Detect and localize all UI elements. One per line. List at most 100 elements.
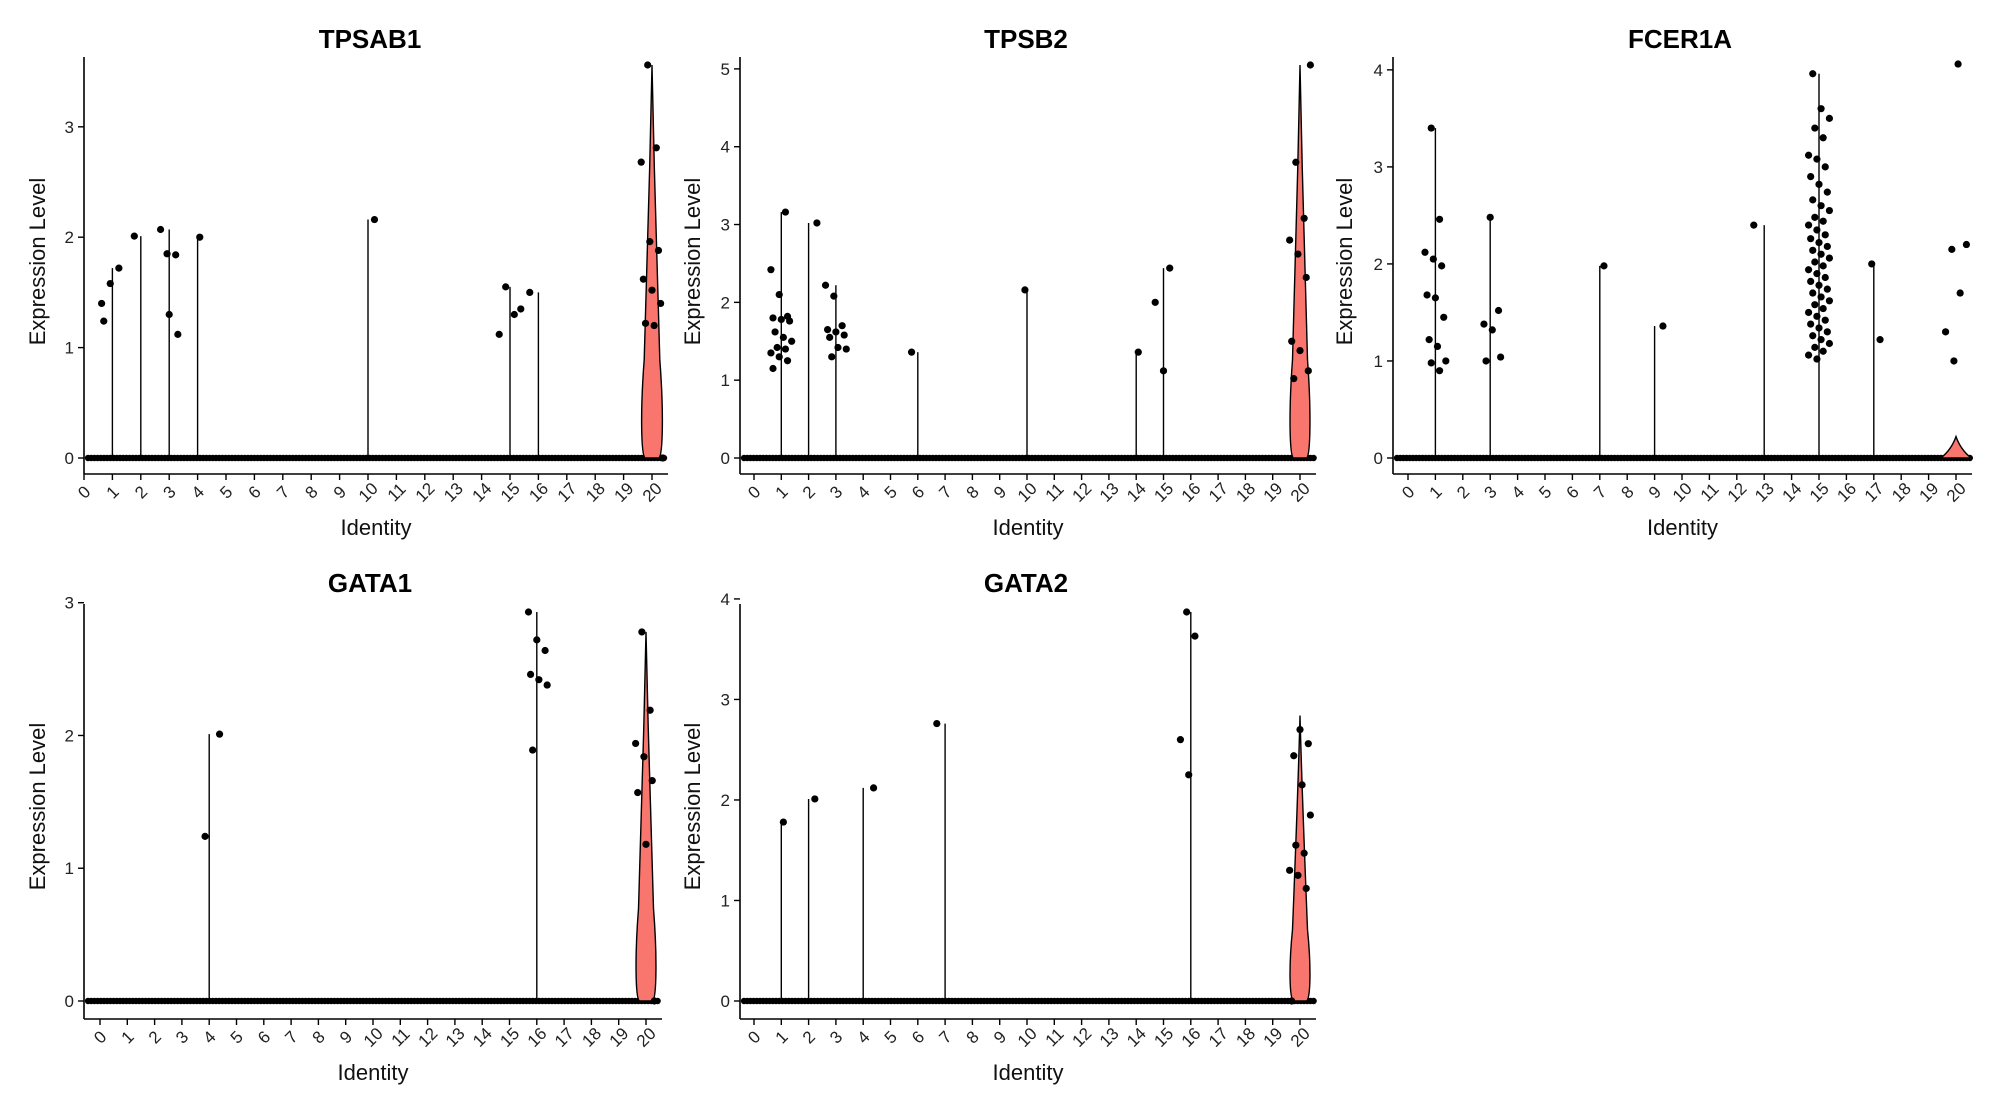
x-tick-label: 6 bbox=[908, 1027, 928, 1047]
y-tick-label: 3 bbox=[65, 594, 74, 613]
data-point bbox=[1825, 206, 1834, 215]
x-tick-label: 18 bbox=[1888, 479, 1915, 506]
data-point bbox=[1804, 151, 1813, 159]
x-tick-label: 16 bbox=[1178, 1024, 1205, 1051]
violin-group-10 bbox=[367, 215, 379, 458]
data-point bbox=[773, 343, 781, 352]
x-tick-label: 17 bbox=[1205, 1024, 1232, 1051]
data-point bbox=[1809, 246, 1817, 254]
x-tick-label: 2 bbox=[145, 1027, 165, 1047]
data-point bbox=[769, 314, 777, 322]
data-point bbox=[638, 628, 646, 636]
data-point bbox=[1302, 273, 1310, 282]
x-tick-label: 13 bbox=[440, 479, 467, 506]
data-point bbox=[1292, 841, 1300, 849]
violin-group-7 bbox=[1599, 262, 1608, 458]
x-tick-label: 1 bbox=[772, 1027, 792, 1047]
violin-group-20 bbox=[1286, 715, 1314, 1005]
data-point bbox=[201, 832, 209, 840]
data-point bbox=[639, 275, 647, 283]
x-tick-label: 0 bbox=[744, 1027, 764, 1047]
x-tick-label: 8 bbox=[1617, 482, 1637, 502]
data-point bbox=[650, 321, 658, 330]
violin-group-4 bbox=[201, 730, 224, 1001]
data-point bbox=[502, 283, 510, 291]
data-point bbox=[1021, 286, 1029, 294]
data-point bbox=[1809, 70, 1817, 78]
y-tick-label: 4 bbox=[721, 590, 730, 609]
y-tick-label: 2 bbox=[65, 726, 74, 745]
chart-title: GATA2 bbox=[984, 568, 1068, 598]
y-tick-label: 0 bbox=[721, 449, 730, 468]
x-tick-label: 12 bbox=[1724, 479, 1751, 506]
data-point bbox=[1819, 304, 1827, 313]
data-point bbox=[1804, 308, 1813, 317]
violin-group-7 bbox=[933, 719, 946, 1001]
x-tick-label: 1 bbox=[118, 1027, 138, 1047]
x-tick-label: 12 bbox=[415, 1024, 442, 1051]
y-axis-label: Expression Level bbox=[1332, 178, 1357, 346]
data-point bbox=[1876, 336, 1884, 344]
data-point bbox=[1956, 289, 1964, 297]
data-point bbox=[517, 305, 525, 313]
data-point bbox=[1804, 351, 1813, 359]
data-point bbox=[775, 290, 783, 299]
data-point bbox=[1817, 202, 1825, 210]
violin-group-1 bbox=[767, 208, 796, 458]
x-tick-label: 12 bbox=[1069, 479, 1096, 506]
x-tick-label: 8 bbox=[963, 482, 983, 502]
data-point bbox=[646, 706, 654, 714]
data-point bbox=[781, 208, 790, 216]
x-tick-label: 17 bbox=[1861, 479, 1888, 506]
data-point bbox=[637, 158, 645, 166]
data-point bbox=[775, 353, 783, 361]
data-point bbox=[1166, 264, 1174, 272]
data-point bbox=[1435, 215, 1444, 223]
y-tick-label: 1 bbox=[65, 339, 74, 358]
violin-group-4 bbox=[862, 784, 878, 1001]
data-point bbox=[1151, 298, 1159, 306]
data-point bbox=[654, 246, 663, 255]
data-point bbox=[1825, 254, 1834, 262]
data-point bbox=[842, 345, 850, 353]
x-tick-label: 7 bbox=[1590, 482, 1610, 502]
data-point bbox=[1954, 60, 1962, 68]
data-point bbox=[1306, 61, 1314, 69]
x-tick-label: 3 bbox=[159, 482, 179, 502]
data-point bbox=[1948, 245, 1956, 253]
data-point bbox=[1813, 355, 1821, 363]
data-point bbox=[1815, 324, 1823, 332]
data-point bbox=[1809, 289, 1817, 297]
data-point bbox=[907, 348, 916, 356]
y-tick-label: 2 bbox=[1374, 255, 1383, 274]
data-point bbox=[779, 333, 787, 341]
data-point bbox=[1176, 736, 1185, 744]
data-point bbox=[767, 266, 775, 274]
x-tick-label: 10 bbox=[1014, 1024, 1041, 1051]
x-tick-label: 13 bbox=[442, 1024, 469, 1051]
data-point bbox=[541, 646, 549, 655]
data-point bbox=[1304, 367, 1312, 375]
data-point bbox=[1821, 163, 1829, 171]
data-point bbox=[1497, 353, 1505, 361]
data-point bbox=[215, 730, 224, 738]
data-point bbox=[533, 636, 541, 644]
data-point bbox=[1807, 235, 1815, 243]
y-tick-label: 2 bbox=[65, 228, 74, 247]
data-point bbox=[634, 788, 642, 797]
data-point bbox=[1134, 348, 1142, 356]
x-tick-label: 7 bbox=[935, 482, 955, 502]
data-point bbox=[771, 328, 779, 336]
data-point bbox=[657, 299, 665, 308]
x-tick-label: 19 bbox=[1916, 479, 1943, 506]
x-axis-label: Identity bbox=[338, 1060, 409, 1085]
data-point bbox=[641, 319, 650, 327]
data-point bbox=[196, 233, 204, 241]
x-tick-label: 15 bbox=[1150, 1024, 1177, 1051]
data-point bbox=[1823, 285, 1831, 293]
data-point bbox=[813, 219, 821, 227]
chart-title: TPSAB1 bbox=[319, 24, 422, 54]
data-point bbox=[650, 997, 658, 1005]
x-tick-label: 4 bbox=[853, 1027, 873, 1047]
